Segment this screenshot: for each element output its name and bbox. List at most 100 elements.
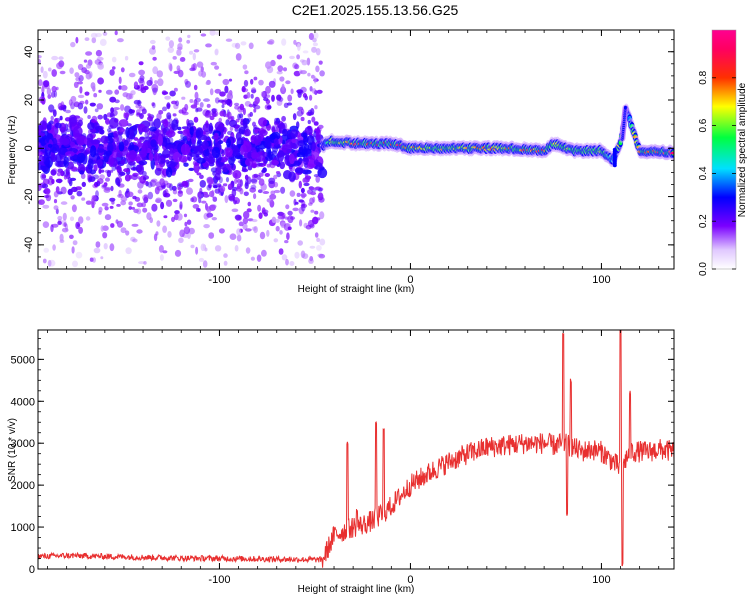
noise-point xyxy=(171,185,177,191)
noise-point xyxy=(50,224,54,233)
noise-point xyxy=(75,36,79,44)
noise-point xyxy=(98,89,102,93)
noise-point xyxy=(215,31,220,36)
noise-point xyxy=(51,55,59,61)
noise-point xyxy=(167,46,174,54)
noise-core-point xyxy=(105,150,112,156)
noise-core-point xyxy=(123,139,129,146)
noise-point xyxy=(142,180,148,185)
noise-point xyxy=(283,102,289,109)
noise-point xyxy=(72,260,78,268)
noise-point xyxy=(318,60,323,65)
noise-point xyxy=(53,205,59,211)
noise-point xyxy=(214,188,221,194)
noise-point xyxy=(296,110,303,117)
noise-point xyxy=(117,181,121,187)
noise-point xyxy=(243,191,249,197)
noise-core-point xyxy=(193,162,200,174)
noise-point xyxy=(60,106,65,111)
noise-point xyxy=(306,57,311,66)
noise-point xyxy=(77,94,85,99)
noise-point xyxy=(59,70,66,75)
noise-point xyxy=(102,232,108,239)
noise-core-point xyxy=(108,155,114,168)
noise-core-point xyxy=(277,150,285,162)
noise-point xyxy=(285,80,291,85)
noise-point xyxy=(165,199,173,207)
noise-point xyxy=(149,179,157,187)
noise-point xyxy=(123,168,130,173)
noise-point xyxy=(167,115,172,120)
noise-core-point xyxy=(235,132,242,141)
noise-point xyxy=(87,115,91,119)
noise-point xyxy=(133,208,139,214)
noise-core-point xyxy=(269,134,276,140)
noise-point xyxy=(98,168,102,174)
noise-core-point xyxy=(193,155,202,161)
noise-point xyxy=(214,97,220,104)
noise-point xyxy=(209,30,216,36)
noise-point xyxy=(101,183,107,190)
noise-point xyxy=(143,196,149,204)
noise-point xyxy=(250,184,257,190)
noise-core-point xyxy=(290,129,299,139)
x-axis-label: Height of straight line (km) xyxy=(298,584,415,595)
noise-point xyxy=(113,107,120,111)
noise-core-point xyxy=(259,129,268,137)
noise-point xyxy=(118,189,122,197)
noise-point xyxy=(118,171,126,176)
noise-point xyxy=(198,257,205,262)
noise-point xyxy=(294,64,300,70)
y-tick-label: 2000 xyxy=(11,480,35,492)
noise-point xyxy=(154,80,158,85)
noise-point xyxy=(95,32,102,38)
noise-point xyxy=(287,215,294,224)
noise-point xyxy=(266,229,270,237)
noise-point xyxy=(250,178,258,183)
noise-point xyxy=(48,104,55,113)
noise-point xyxy=(302,253,309,259)
y-tick-label: -20 xyxy=(23,189,35,205)
noise-core-point xyxy=(90,139,101,145)
colorbar-gradient xyxy=(711,29,737,270)
noise-point xyxy=(209,115,215,121)
noise-point xyxy=(42,258,47,264)
noise-point xyxy=(249,187,257,193)
x-axis-label: Height of straight line (km) xyxy=(298,284,415,295)
noise-point xyxy=(47,259,52,267)
noise-point xyxy=(162,190,167,198)
colorbar-tick-label: 0.0 xyxy=(698,262,709,276)
y-tick-label: 0 xyxy=(29,564,35,576)
noise-point xyxy=(311,88,317,94)
y-tick-label: 20 xyxy=(23,94,35,106)
noise-point xyxy=(169,63,173,72)
noise-point xyxy=(104,206,109,211)
noise-point xyxy=(171,216,175,223)
noise-point xyxy=(199,180,206,188)
x-tick-label: 100 xyxy=(592,274,610,286)
noise-point xyxy=(308,258,314,264)
noise-point xyxy=(193,116,199,123)
noise-point xyxy=(50,115,54,121)
noise-point xyxy=(180,57,186,61)
noise-core-point xyxy=(67,161,75,170)
noise-point xyxy=(136,84,142,91)
noise-point xyxy=(313,121,319,126)
noise-core-point xyxy=(68,114,78,127)
noise-point xyxy=(290,88,294,95)
noise-point xyxy=(266,105,272,109)
noise-point xyxy=(95,49,102,57)
noise-point xyxy=(214,88,222,94)
noise-point xyxy=(248,103,254,108)
noise-point xyxy=(38,79,43,87)
noise-point xyxy=(234,214,242,221)
noise-point xyxy=(59,233,64,242)
noise-point xyxy=(49,175,53,180)
noise-point xyxy=(147,191,154,200)
noise-point xyxy=(201,200,207,204)
noise-point xyxy=(200,33,207,37)
noise-core-point xyxy=(95,125,103,131)
noise-point xyxy=(98,206,103,213)
noise-point xyxy=(312,196,316,203)
noise-core-point xyxy=(87,158,94,170)
